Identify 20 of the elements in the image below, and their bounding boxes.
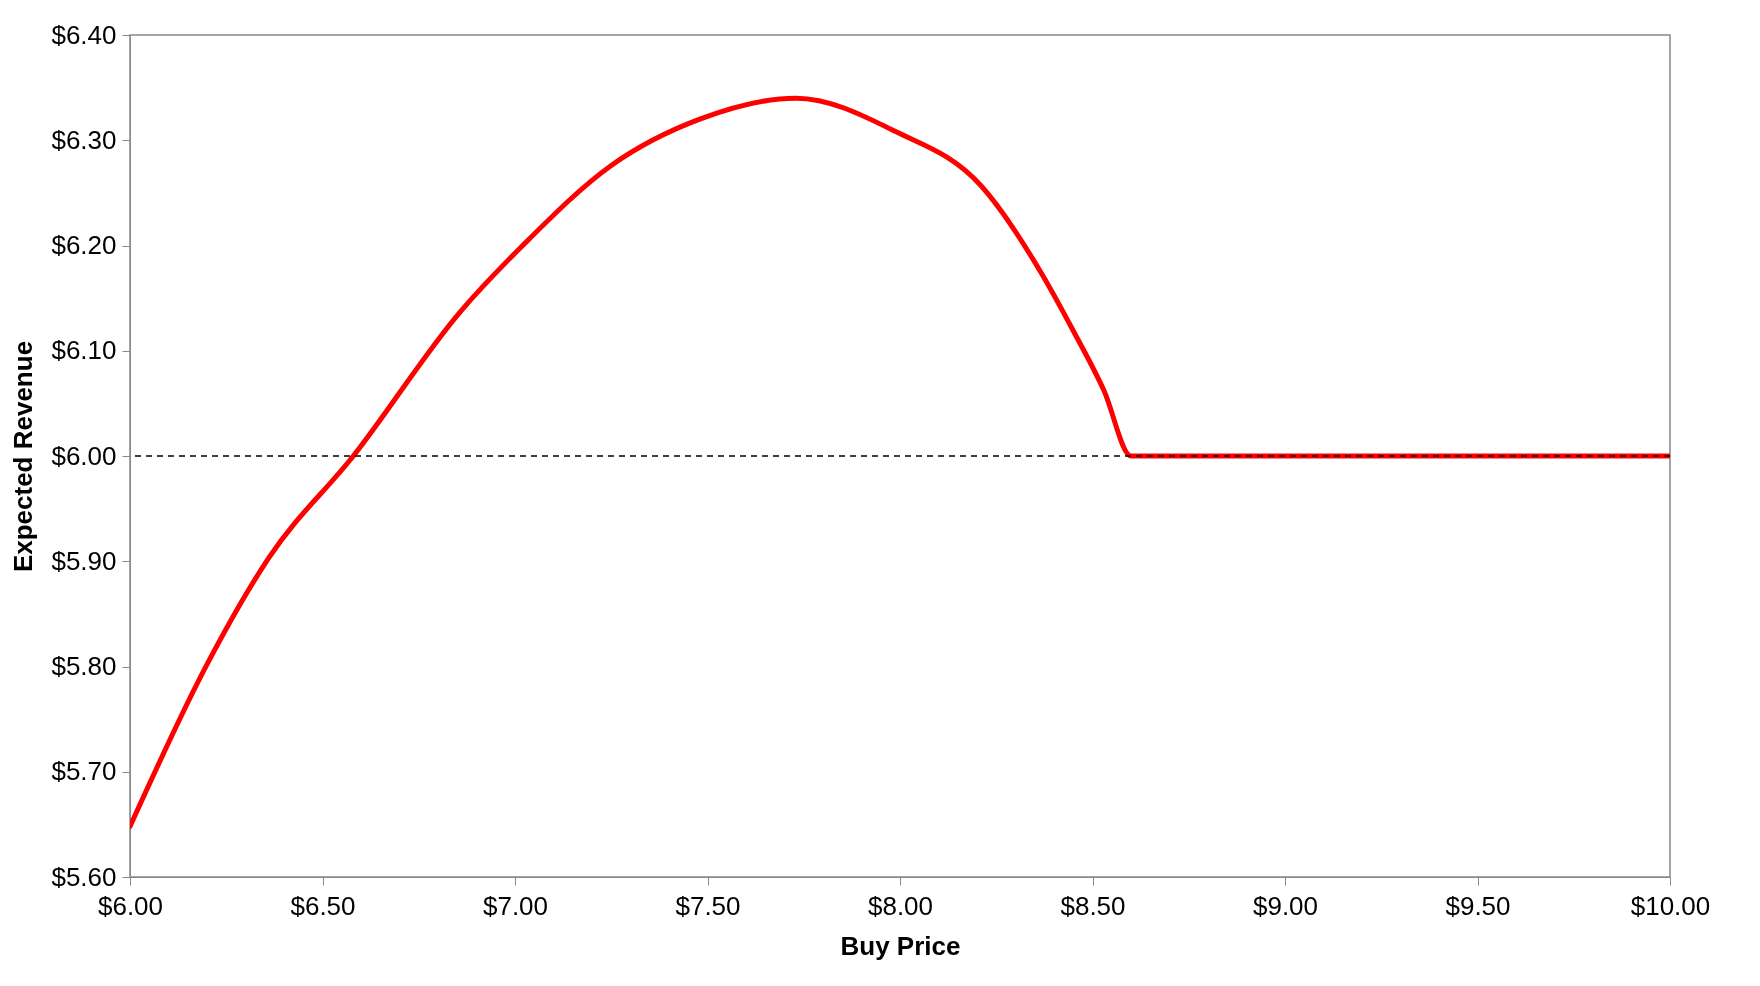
x-tick-label: $7.00 [482, 890, 549, 921]
y-tick-label: $5.90 [51, 545, 117, 576]
x-tick-label: $10.00 [1630, 890, 1711, 921]
x-axis-title: Buy Price [840, 930, 961, 961]
y-tick-label: $6.40 [51, 19, 117, 50]
x-tick-label: $6.50 [290, 890, 356, 921]
x-tick-label: $8.00 [867, 890, 934, 921]
y-tick-label: $6.30 [51, 124, 117, 155]
x-tick-label: $9.00 [1252, 890, 1319, 921]
y-tick-label: $6.20 [51, 230, 117, 260]
y-tick-label: $5.80 [51, 651, 117, 681]
y-tick-label: $6.10 [51, 335, 117, 366]
x-tick-label: $6.00 [97, 890, 164, 921]
x-tick-label: $7.50 [675, 890, 741, 921]
y-axis-title: Expected Revenue [8, 340, 39, 573]
y-tick-label: $5.60 [51, 861, 117, 892]
y-tick-label: $5.70 [51, 756, 117, 787]
x-tick-label: $9.50 [1445, 890, 1511, 921]
y-tick-label: $6.00 [51, 440, 117, 471]
x-tick-label: $8.50 [1060, 890, 1126, 921]
